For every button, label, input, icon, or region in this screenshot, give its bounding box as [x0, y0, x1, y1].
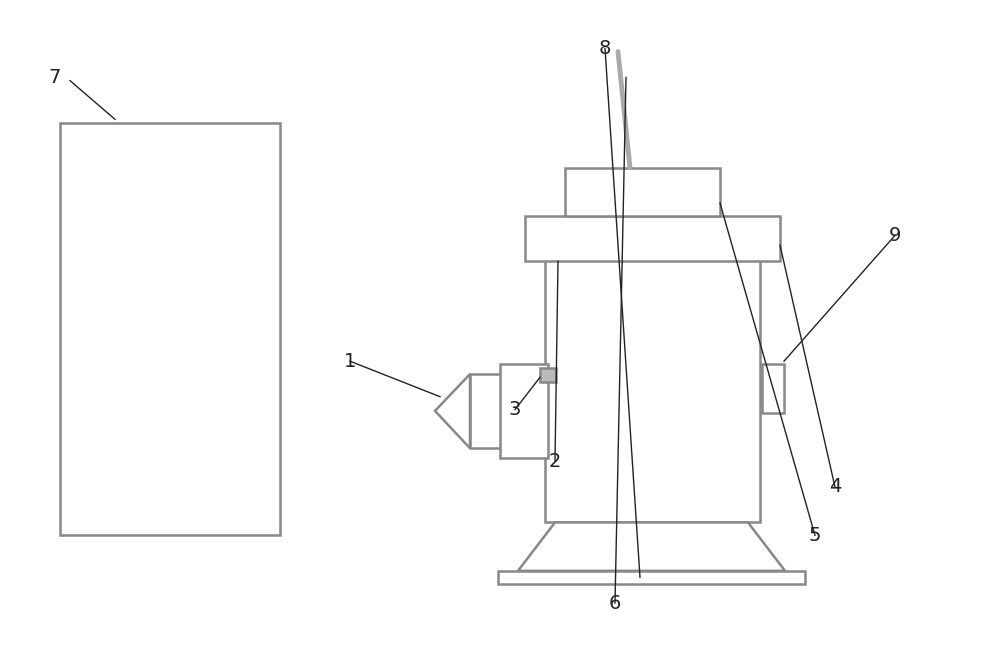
Polygon shape — [518, 522, 785, 571]
Bar — [762, 364, 784, 413]
Bar — [60, 123, 280, 535]
Text: 9: 9 — [889, 226, 901, 245]
Polygon shape — [498, 571, 805, 584]
Bar — [500, 364, 548, 458]
Polygon shape — [435, 374, 470, 448]
Bar — [540, 368, 556, 382]
Text: 4: 4 — [829, 477, 841, 497]
Text: 2: 2 — [549, 451, 561, 471]
Bar — [470, 374, 545, 448]
Text: 8: 8 — [599, 39, 611, 58]
Text: 1: 1 — [344, 352, 356, 371]
Bar — [525, 216, 780, 261]
Bar — [545, 242, 760, 522]
Text: 7: 7 — [49, 68, 61, 87]
Text: 3: 3 — [509, 400, 521, 419]
Bar — [565, 168, 720, 216]
Text: 5: 5 — [809, 526, 821, 545]
Text: 6: 6 — [609, 593, 621, 613]
